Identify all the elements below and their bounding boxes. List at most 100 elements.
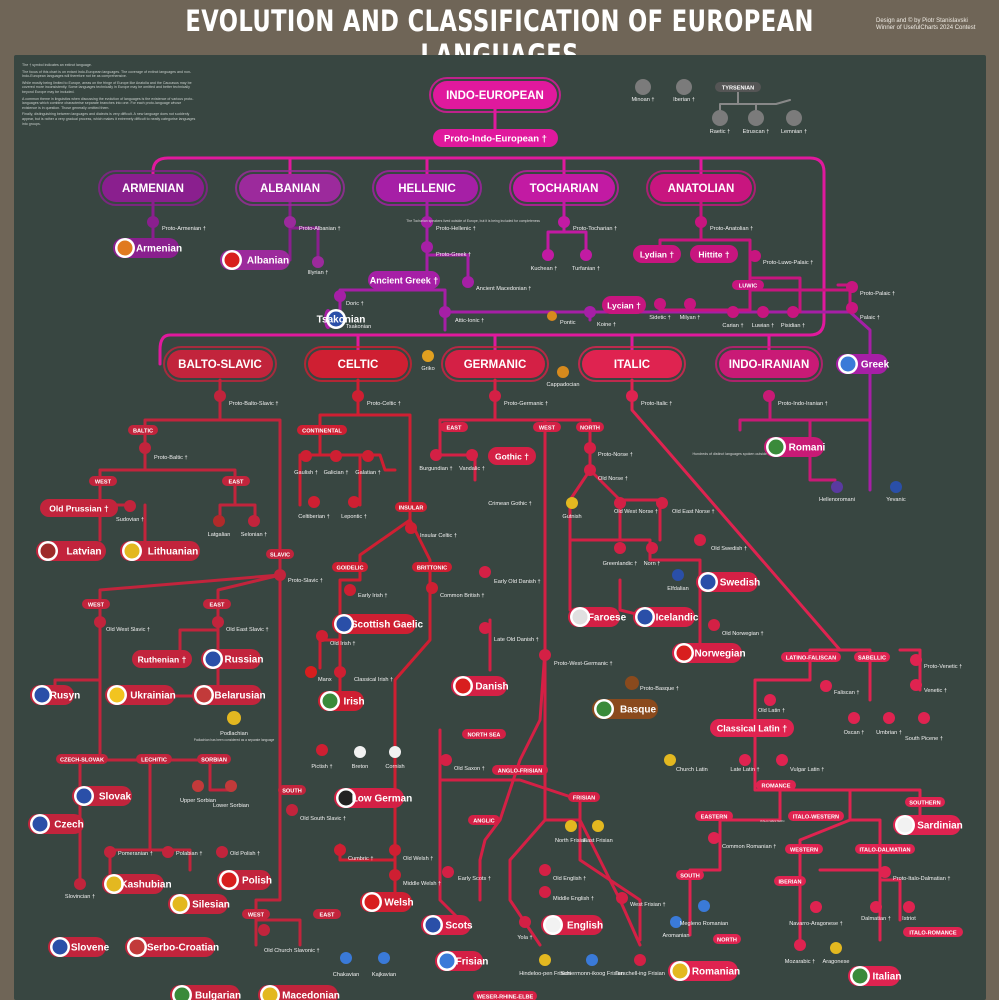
label-vulgar-latin: Vulgar Latin † (790, 767, 824, 773)
label-proto-italic: Proto-Italic † (641, 401, 672, 407)
label-proto-greek: Proto-Greek † (436, 252, 471, 258)
node-dot (764, 694, 776, 706)
label-old-irish: Old Irish † (330, 641, 356, 647)
label-west-frisian: West Frisian † (630, 902, 666, 908)
node-dot (592, 820, 604, 832)
tag-label-east: EAST (320, 912, 336, 918)
label-lower-sorbian: Lower Sorbian (213, 803, 249, 809)
flag-icon-fill (455, 678, 471, 694)
flag-icon-fill (196, 687, 212, 703)
tag-label-north-r: NORTH (717, 937, 737, 943)
connector (356, 333, 771, 366)
label-slovincian: Slovincian † (65, 894, 95, 900)
label-aromanian: Aromanian (662, 933, 689, 939)
node-dot (727, 306, 739, 318)
node-armenian-label: ARMENIAN (122, 183, 184, 195)
language-tree: INDO-EUROPEAN Proto-Indo-European † Minoan… (28, 77, 963, 1000)
group-tag (266, 549, 294, 559)
language-label-macedonian: Macedonian (282, 991, 340, 1000)
node-dot (74, 878, 86, 890)
flag-icon-fill (572, 609, 588, 625)
pill-label-lycian: Lycian † (607, 301, 641, 311)
flag-icon-fill (205, 651, 221, 667)
node-dot (656, 497, 668, 509)
label-dalmatian: Dalmatian † (861, 916, 891, 922)
tag-label-east: EAST (447, 425, 463, 431)
language-label-latvian: Latvian (66, 547, 101, 558)
language-label-slovak: Slovak (99, 792, 132, 803)
flag-icon-fill (52, 939, 68, 955)
node-balto-slavic-label: BALTO-SLAVIC (178, 359, 262, 371)
connector (98, 378, 257, 547)
node-dot (542, 249, 554, 261)
group-tag (903, 927, 963, 937)
credit-line-1: Design and © by Piotr Stanislavski (876, 18, 968, 24)
label-pontic: Pontic (560, 320, 576, 326)
node-dot (139, 442, 151, 454)
group-tag (278, 785, 306, 795)
label-celtiberian: Celtiberian † (298, 514, 329, 520)
language-pill (368, 271, 440, 289)
label-umbrian: Umbrian † (876, 730, 902, 736)
label-ancient-macedonian: Ancient Macedonian † (476, 286, 531, 292)
label-south-picene: South Picene † (905, 736, 943, 742)
flag-icon-fill (224, 252, 240, 268)
label-old-norse: Old Norse † (598, 476, 628, 482)
label-old-norwegian: Old Norwegian † (722, 631, 764, 637)
label-middle-english: Middle English † (553, 896, 594, 902)
label-koine: Koine † (597, 322, 616, 328)
tag-label-insular: INSULAR (399, 505, 424, 511)
group-tag (492, 765, 548, 775)
connector (658, 198, 854, 314)
label-late-old-danish: Late Old Danish † (494, 637, 539, 643)
node-dot (340, 952, 352, 964)
label-greenlandic: Greenlandic † (603, 561, 638, 567)
node-dot (626, 390, 638, 402)
node-indo-european-label: INDO-EUROPEAN (446, 90, 544, 102)
language-label-greek: Greek (861, 360, 890, 371)
connector (719, 91, 791, 113)
tag-label-goidelic: GOIDELIC (336, 565, 363, 571)
label-old-church-slavonic: Old Church Slavonic † (264, 948, 320, 954)
tag-label-western: WESTERN (790, 847, 818, 853)
podlachian-note: Podlachian has been considered as a sepa… (194, 738, 275, 742)
node-dot (903, 901, 915, 913)
node-dot (308, 496, 320, 508)
label-vandalic: Vandalic † (459, 466, 485, 472)
label-galatian: Galatian † (355, 470, 381, 476)
node-albanian (239, 174, 341, 202)
language-pill (633, 245, 681, 263)
node-hellenic (376, 174, 478, 202)
node-dot (635, 79, 651, 95)
group-tag (788, 811, 844, 821)
group-tag (785, 844, 823, 854)
node-dot (625, 676, 639, 690)
label-proto-luwo-palaic: Proto-Luwo-Palaic † (763, 260, 813, 266)
label-palaic: Palaic † (860, 315, 880, 321)
label-mozarabic: Mozarabic † (785, 959, 815, 965)
label-proto-palaic: Proto-Palaic † (860, 291, 895, 297)
connector (438, 728, 642, 942)
label-venetic: Venetic † (924, 688, 947, 694)
label-upper-sorbian: Upper Sorbian (180, 798, 216, 804)
group-tag (756, 780, 796, 790)
label-church-latin: Church Latin (676, 767, 708, 773)
label-tsakonian: Tsakonian (346, 324, 371, 330)
node-germanic-label: GERMANIC (464, 359, 527, 371)
tag-label-lechitic: LECHITIC (141, 757, 167, 763)
flag-icon-fill (328, 311, 344, 327)
group-tag (715, 82, 761, 92)
label-attic-ionic: Attic-Ionic † (455, 318, 484, 324)
label-old-swedish: Old Swedish † (711, 546, 747, 552)
node-dot (584, 464, 596, 476)
node-dot (274, 569, 286, 581)
pill-label-ancient-greek: Ancient Greek † (370, 276, 439, 286)
label-gaulish: Gaulish † (294, 470, 318, 476)
node-dot (124, 500, 136, 512)
node-dot (634, 954, 646, 966)
node-dot (162, 846, 174, 858)
language-label-romanian: Romanian (692, 967, 740, 978)
label-proto-indo-iranian: Proto-Indo-Iranian † (778, 401, 828, 407)
note: While mostly being limited to Europe, ar… (22, 80, 192, 94)
group-tag (533, 422, 561, 432)
